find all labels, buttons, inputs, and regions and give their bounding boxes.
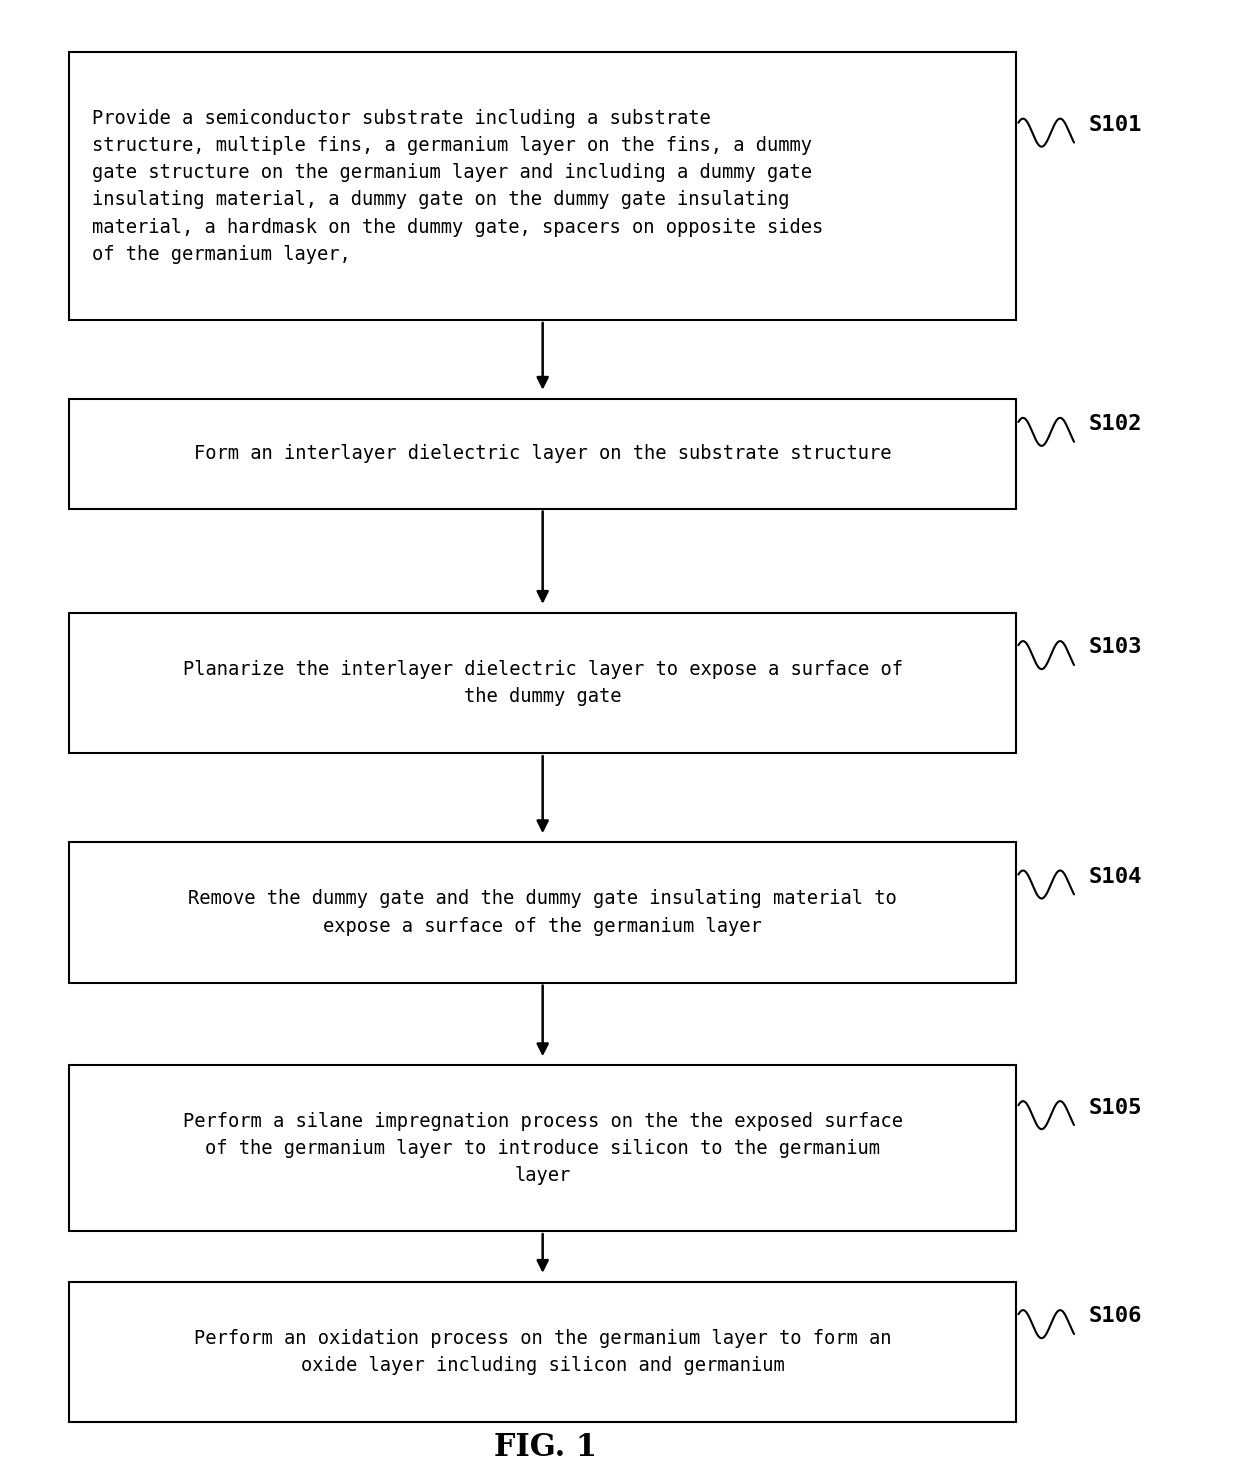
Text: Provide a semiconductor substrate including a substrate
structure, multiple fins: Provide a semiconductor substrate includ… (92, 108, 823, 264)
Text: S105: S105 (1089, 1097, 1142, 1118)
Text: S106: S106 (1089, 1306, 1142, 1327)
FancyBboxPatch shape (69, 843, 1016, 982)
FancyBboxPatch shape (69, 52, 1016, 320)
Text: Form an interlayer dielectric layer on the substrate structure: Form an interlayer dielectric layer on t… (193, 444, 892, 464)
Text: S102: S102 (1089, 415, 1142, 434)
FancyBboxPatch shape (69, 398, 1016, 508)
Text: Planarize the interlayer dielectric layer to expose a surface of
the dummy gate: Planarize the interlayer dielectric laye… (182, 661, 903, 706)
Text: S103: S103 (1089, 637, 1142, 658)
FancyBboxPatch shape (69, 613, 1016, 754)
Text: S101: S101 (1089, 116, 1142, 135)
Text: S104: S104 (1089, 866, 1142, 887)
Text: Perform a silane impregnation process on the the exposed surface
of the germaniu: Perform a silane impregnation process on… (182, 1112, 903, 1185)
Text: Perform an oxidation process on the germanium layer to form an
oxide layer inclu: Perform an oxidation process on the germ… (193, 1328, 892, 1376)
FancyBboxPatch shape (69, 1283, 1016, 1422)
Text: FIG. 1: FIG. 1 (495, 1432, 598, 1463)
Text: Remove the dummy gate and the dummy gate insulating material to
expose a surface: Remove the dummy gate and the dummy gate… (188, 890, 897, 936)
FancyBboxPatch shape (69, 1065, 1016, 1231)
